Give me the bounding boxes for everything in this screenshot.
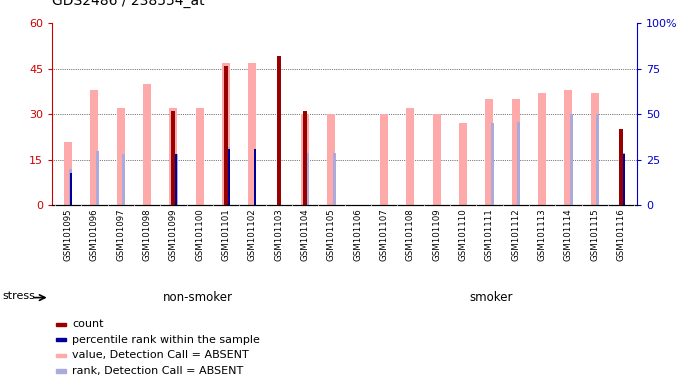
Bar (622, 152, 626, 205)
Text: GSM101110: GSM101110 (459, 209, 468, 261)
Text: count: count (72, 319, 104, 329)
Text: GSM101101: GSM101101 (221, 209, 230, 261)
Bar (228, 149, 230, 205)
Bar (56, 369, 66, 372)
Text: GSM101107: GSM101107 (379, 209, 388, 261)
Text: GSM101099: GSM101099 (169, 209, 178, 261)
Text: value, Detection Call = ABSENT: value, Detection Call = ABSENT (72, 350, 248, 360)
Bar (596, 114, 599, 205)
Bar (224, 66, 228, 205)
Text: non-smoker: non-smoker (164, 291, 233, 304)
Bar (491, 123, 493, 205)
Bar (569, 114, 573, 205)
Bar (171, 111, 175, 205)
Bar (56, 354, 66, 357)
Bar (591, 93, 599, 205)
Text: GSM101108: GSM101108 (406, 209, 415, 261)
Bar (623, 154, 625, 205)
Bar (122, 154, 125, 205)
Text: GSM101096: GSM101096 (90, 209, 99, 261)
Bar (90, 90, 98, 205)
Text: GSM101095: GSM101095 (63, 209, 72, 261)
Bar (175, 154, 177, 205)
Text: GSM101106: GSM101106 (353, 209, 362, 261)
Bar (222, 63, 230, 205)
Bar (512, 99, 520, 205)
Bar (459, 123, 467, 205)
Bar (248, 63, 256, 205)
Text: rank, Detection Call = ABSENT: rank, Detection Call = ABSENT (72, 366, 243, 376)
Bar (433, 114, 441, 205)
Text: GSM101105: GSM101105 (327, 209, 336, 261)
Bar (169, 108, 177, 205)
Bar (117, 108, 125, 205)
Bar (333, 152, 335, 205)
Bar (69, 169, 72, 205)
Text: GSM101112: GSM101112 (511, 209, 520, 261)
Text: percentile rank within the sample: percentile rank within the sample (72, 335, 260, 345)
Bar (380, 114, 388, 205)
Bar (564, 90, 572, 205)
Bar (196, 108, 204, 205)
Text: GSM101098: GSM101098 (143, 209, 152, 261)
Text: GSM101100: GSM101100 (195, 209, 204, 261)
Bar (327, 114, 335, 205)
Bar (619, 129, 623, 205)
Bar (406, 108, 414, 205)
Bar (64, 142, 72, 205)
Text: GSM101116: GSM101116 (617, 209, 626, 261)
Bar (303, 111, 307, 205)
Bar (56, 323, 66, 326)
Bar (143, 84, 151, 205)
Bar (538, 93, 546, 205)
Text: GDS2486 / 238554_at: GDS2486 / 238554_at (52, 0, 205, 8)
Bar (227, 147, 230, 205)
Bar (485, 99, 493, 205)
Bar (70, 173, 72, 205)
Bar (95, 151, 99, 205)
Bar (56, 338, 66, 341)
Bar (277, 56, 280, 205)
Bar (306, 152, 309, 205)
Text: GSM101113: GSM101113 (537, 209, 546, 261)
Text: smoker: smoker (469, 291, 512, 304)
Text: GSM101114: GSM101114 (564, 209, 573, 261)
Text: GSM101102: GSM101102 (248, 209, 257, 261)
Text: GSM101115: GSM101115 (590, 209, 599, 261)
Text: GSM101109: GSM101109 (432, 209, 441, 261)
Bar (517, 121, 520, 205)
Text: stress: stress (3, 291, 35, 301)
Text: GSM101104: GSM101104 (301, 209, 310, 261)
Text: GSM101111: GSM101111 (485, 209, 494, 261)
Bar (301, 114, 309, 205)
Text: GSM101103: GSM101103 (274, 209, 283, 261)
Text: GSM101097: GSM101097 (116, 209, 125, 261)
Bar (175, 154, 177, 205)
Bar (254, 149, 256, 205)
